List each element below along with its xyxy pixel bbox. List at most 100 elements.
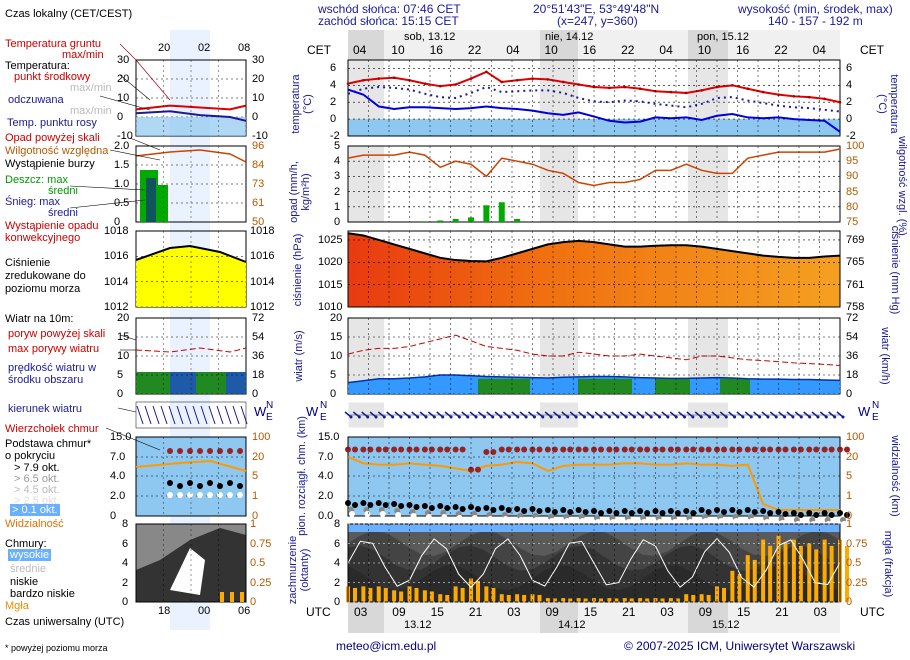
small-base-point-w [227,492,233,498]
fog-bar [368,587,373,602]
cloud-base-point [437,503,444,509]
fog-bar [414,587,419,602]
temp-point [515,78,519,82]
wind-ytick-right: 18 [846,369,859,381]
temp-ytick-right: 0 [846,113,853,126]
legend-leader-line [117,407,137,413]
axis-wind-left: wiatr (m/s) [293,330,305,382]
cloud-base-point-01 [733,518,740,524]
small-press-line [135,244,247,263]
legend-snow-max: Śnieg: max [5,196,61,208]
small-wind-arrow [216,405,224,425]
cloud-top-point [382,446,389,453]
hour-cet-label: 04 [812,43,826,57]
cloud-base-point-01 [472,515,478,521]
cloud-top-point [544,446,551,453]
legend-leader-line [69,185,146,191]
cover-ytick: 2 [334,576,341,589]
small-top-point [197,448,203,454]
fog-ytick: 0.25 [846,576,868,589]
small-wind-green-2 [196,372,226,394]
small-tick-3: 08 [238,42,251,54]
small-cloud-tick: 15.0 [110,431,132,443]
temp-point [777,93,780,96]
temp-point [608,86,611,90]
hour-utc-label: 15 [430,605,444,619]
temp-ytick-right: -2 [846,130,856,142]
temp-point [423,82,427,85]
temp-point [531,77,534,80]
temp-point [592,85,596,89]
rain-bar [421,221,428,222]
cloud-base-point [498,505,505,511]
day-bottom-2: 14.12 [558,619,586,631]
prec-ytick: 0 [334,216,341,228]
small-wind-arrow [208,405,216,425]
cloud-base-point [806,510,813,516]
cloud-top-point [667,446,674,453]
wind-arrow-head [624,415,628,419]
hour-utc-label: 09 [545,605,559,619]
small-fog-bar [220,592,224,602]
small-cover-tick: 8 [122,518,129,530]
small-temp-mid [135,104,247,111]
wind-arrow-head [449,415,453,419]
wind-arrow-head [399,415,403,419]
cloud-top-point [844,446,850,453]
cloud-base-point [644,510,651,516]
cloud-base-point [628,510,635,516]
temp-point [684,91,688,95]
cloud-base-point [382,502,389,508]
small-hum-tick: 50 [252,216,265,228]
cloud-top-point [613,446,620,453]
footer-email[interactable]: meteo@icm.edu.pl [336,639,437,653]
wind-arrow-head [391,415,395,419]
wind-arrow-head [799,415,803,419]
wind-arrow-head [683,415,687,419]
legend-cloud-top: Wierzchołek chmur [5,423,99,435]
legend-okt45: > 4.5 okt. [14,484,60,496]
small-wind-tick: 10 [117,350,130,362]
wind-ytick: 15 [330,331,343,343]
wind-arrow-head [357,415,361,419]
fog-bar [845,545,849,602]
axis-wind-right: wiatr (km/h) [879,327,891,385]
fog-bar [491,587,496,602]
small-hum-line [135,149,247,163]
axis-press-left: ciśnienie (hPa) [292,233,304,307]
cloud-top-point [628,446,635,453]
small-temp-tick-r: 30 [252,54,265,66]
fog-bar [745,555,750,602]
temp-ytick-right: 4 [846,79,853,92]
temp-point [377,77,381,80]
wind-arrow-head [699,415,703,419]
fog-ytick: 0 [846,596,853,608]
legend-cloud-base: Podstawa chmur* o pokryciu [5,438,92,462]
fog-bar [622,598,627,602]
fog-bar [791,539,796,602]
temp-point [669,90,673,94]
vis-ytick: 20 [846,451,859,463]
cloud-ytick: 2.0 [318,490,334,502]
cloud-base-point [375,500,382,506]
cloud-top-point [760,446,767,453]
cloud-top-point [498,446,505,453]
wind-arrow-head [491,415,495,419]
wind-arrow-head [474,415,478,419]
cloud-base-point [575,507,582,513]
small-base-point [177,483,183,489]
fog-bar [814,549,819,602]
cloud-base-point [828,512,835,518]
cloud-top-point [751,446,758,453]
hour-cet-label: 10 [544,43,558,57]
hour-utc-label: 03 [813,605,827,619]
prec-ytick: 2 [334,185,341,198]
small-press-tick: 1016 [104,250,129,263]
fog-bar [807,543,812,602]
cloud-top-point [744,446,751,453]
grid-text: (x=247, y=360) [557,14,638,28]
legend-rain-max: Deszcz: max [5,174,68,186]
prec-ytick: 3 [334,170,341,183]
cloud-top-point [582,446,589,453]
wind-ytick-right: 72 [846,312,859,324]
